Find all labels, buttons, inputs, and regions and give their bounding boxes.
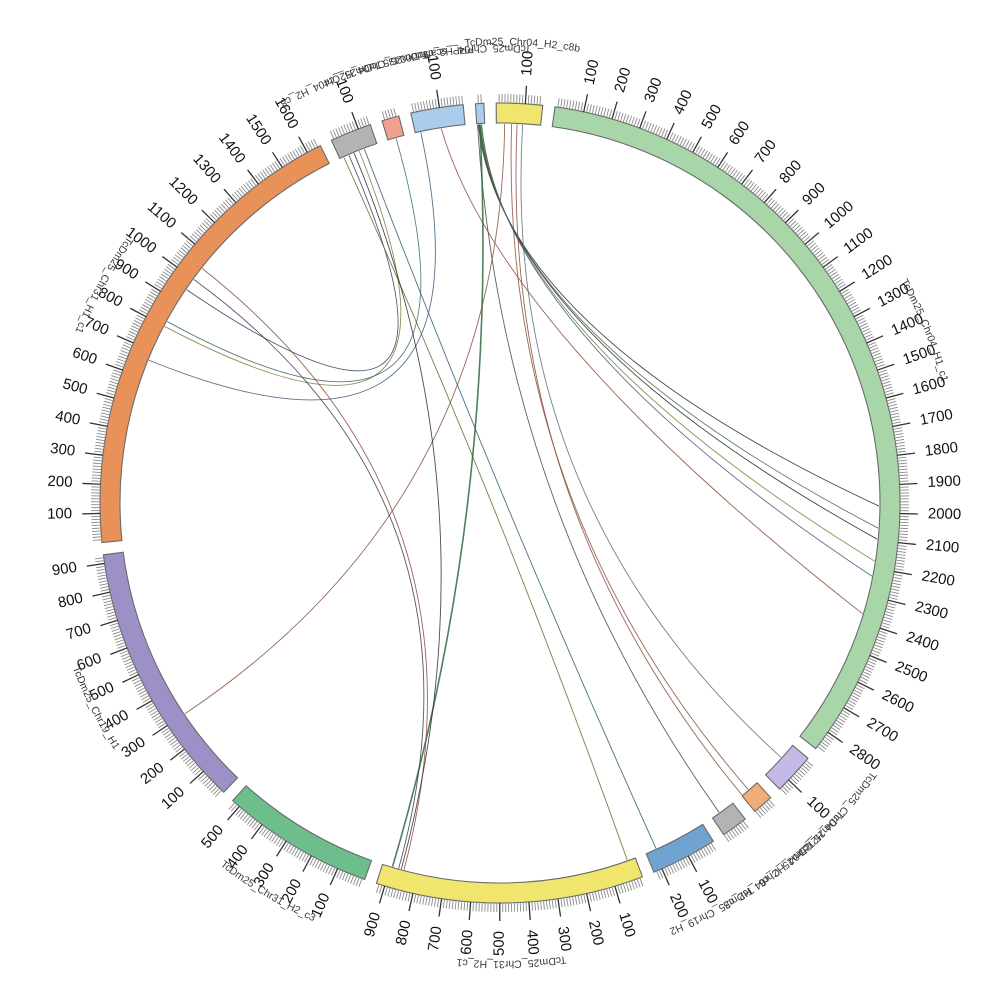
svg-text:200: 200 (47, 473, 73, 491)
svg-text:300: 300 (49, 440, 76, 460)
svg-text:2100: 2100 (925, 536, 960, 556)
svg-text:700: 700 (425, 925, 445, 952)
svg-text:500: 500 (491, 931, 508, 956)
svg-text:100: 100 (47, 505, 72, 523)
svg-text:1900: 1900 (927, 472, 961, 491)
svg-text:400: 400 (523, 929, 542, 955)
svg-text:600: 600 (458, 929, 477, 955)
svg-text:300: 300 (554, 925, 574, 952)
svg-text:2000: 2000 (928, 505, 962, 523)
